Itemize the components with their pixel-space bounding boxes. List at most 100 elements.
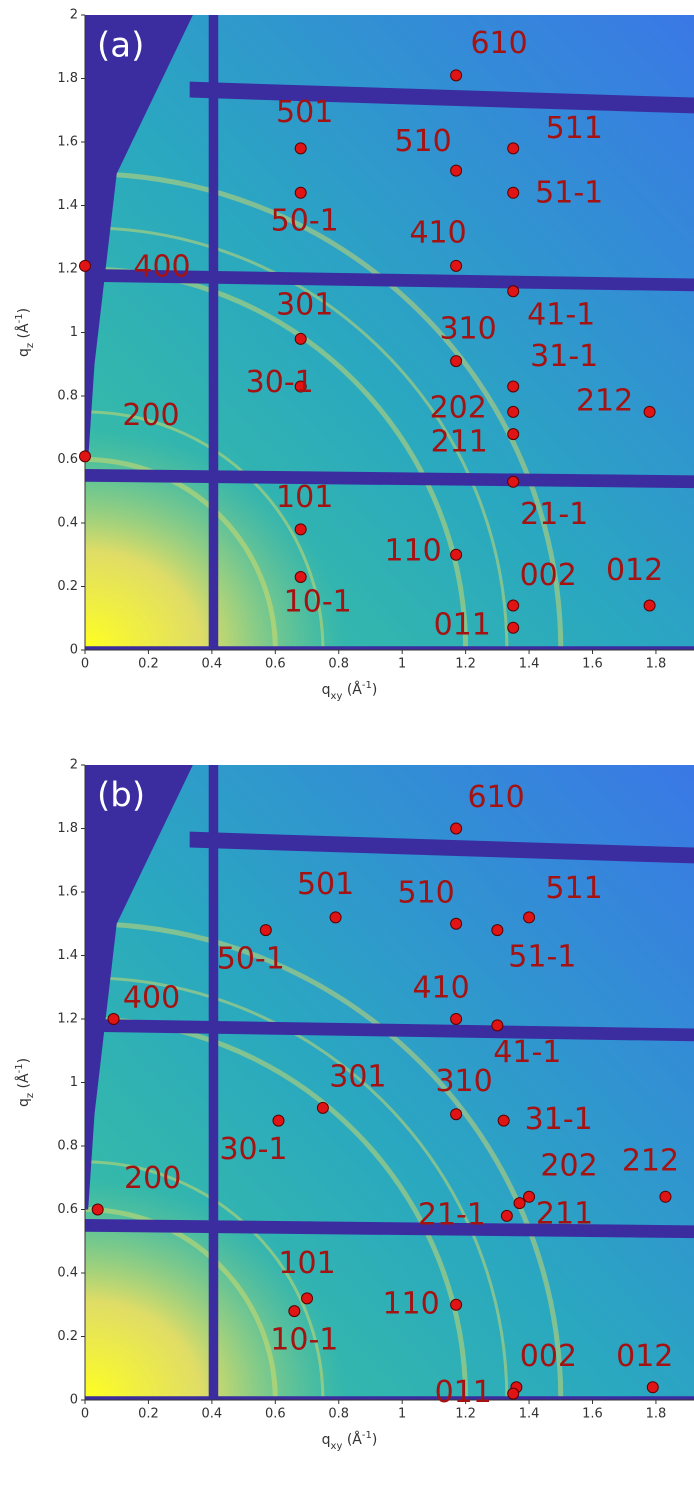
peak-point — [450, 164, 463, 177]
peak-point — [294, 142, 307, 155]
x-tick-label: 1.2 — [455, 657, 476, 672]
diffraction-ring — [85, 457, 278, 650]
peak-point — [491, 1019, 504, 1032]
peak-point — [450, 1013, 463, 1025]
x-tick-label: 0.2 — [138, 1407, 159, 1422]
peak-point — [450, 355, 463, 368]
background — [85, 765, 694, 1400]
peak-label: 410 — [412, 971, 469, 1006]
x-tick-label: 1.6 — [582, 1407, 603, 1422]
y-tick-label: 0.2 — [57, 1329, 78, 1344]
peak-point — [523, 911, 536, 924]
peak-point — [288, 1305, 301, 1318]
detector-gap — [85, 15, 193, 460]
y-tick-label: 1.6 — [57, 885, 78, 900]
peak-label: 50-1 — [271, 203, 339, 238]
y-tick-label: 1.8 — [57, 821, 78, 836]
peak-point — [79, 450, 91, 463]
x-tick-label: 0.6 — [265, 1407, 286, 1422]
y-axis-label: qz (Å-1) — [14, 1058, 36, 1107]
y-tick-label: 0.6 — [57, 1202, 78, 1217]
peak-point — [259, 924, 272, 937]
x-axis-label-part: (Å — [342, 681, 362, 698]
peak-label: 21-1 — [418, 1197, 486, 1232]
detector-gap — [85, 1019, 694, 1042]
peak-label: 31-1 — [530, 339, 598, 374]
y-tick-label: 0.4 — [57, 516, 78, 531]
peak-label: 211 — [536, 1197, 593, 1232]
peak-label: 002 — [520, 1339, 577, 1374]
x-axis-label-part: xy — [331, 1441, 343, 1452]
peak-label: 310 — [435, 1064, 492, 1099]
y-axis-label-part: (Å — [15, 323, 32, 343]
x-axis-label: qxy (Å-1) — [322, 680, 378, 702]
peak-point — [507, 380, 520, 393]
y-tick-label: 2 — [70, 758, 78, 773]
peak-point — [507, 186, 520, 199]
peak-point — [646, 1381, 659, 1394]
peak-label: 50-1 — [217, 942, 285, 977]
x-tick-label: 0 — [81, 657, 89, 672]
peak-label: 012 — [606, 553, 663, 588]
y-tick-label: 1.8 — [57, 71, 78, 86]
peak-point — [491, 924, 504, 937]
peak-point — [450, 259, 463, 272]
peak-label: 41-1 — [527, 298, 595, 333]
y-tick-label: 0.4 — [57, 1266, 78, 1281]
x-axis-label-part: -1 — [362, 680, 372, 691]
peak-label: 51-1 — [508, 940, 576, 975]
diffraction-ring — [85, 171, 564, 650]
peak-label: 501 — [276, 95, 333, 130]
y-tick-label: 1.4 — [57, 198, 78, 213]
x-axis-label-part: (Å — [342, 1431, 362, 1448]
x-axis-label-part: -1 — [362, 1430, 372, 1441]
peak-point — [643, 405, 656, 418]
peak-point — [294, 523, 307, 536]
x-tick-label: 0.4 — [202, 657, 223, 672]
y-tick-label: 1 — [70, 325, 78, 340]
peak-point — [507, 428, 520, 441]
peak-label: 511 — [546, 111, 603, 146]
y-tick-label: 2 — [70, 8, 78, 23]
y-tick-label: 0.2 — [57, 579, 78, 594]
detector-gap — [85, 469, 694, 489]
peak-label: 200 — [122, 398, 179, 433]
x-axis-label-part: q — [322, 682, 331, 698]
peak-point — [107, 1013, 120, 1025]
peak-label: 610 — [467, 780, 524, 815]
detector-gap — [189, 831, 694, 864]
peak-point — [500, 1209, 513, 1222]
detector-gap — [85, 765, 193, 1210]
peak-label: 510 — [397, 875, 454, 910]
peak-point — [507, 1387, 520, 1400]
peak-point — [272, 1114, 285, 1127]
y-tick-label: 1.2 — [57, 262, 78, 277]
y-axis-label-part: -1 — [14, 1063, 25, 1073]
peak-label: 21-1 — [520, 497, 588, 532]
peak-point — [316, 1101, 329, 1114]
x-tick-label: 0.8 — [328, 1407, 349, 1422]
peak-label: 301 — [276, 287, 333, 322]
panel: 0 0.2 0.4 0.6 0.8 1 1.2 1.4 1.6 1.8 0 0.2 0.4 0.6 0.8 1… — [14, 758, 694, 1452]
peak-label: 011 — [435, 1375, 492, 1410]
peak-point — [79, 259, 91, 272]
y-tick-label: 0 — [70, 1393, 78, 1408]
peak-point — [294, 186, 307, 199]
peak-label: 510 — [394, 124, 451, 159]
y-tick-label: 0.8 — [57, 389, 78, 404]
y-axis-label: qz (Å-1) — [14, 308, 36, 357]
y-axis-label-part: z — [25, 343, 36, 348]
x-tick-label: 1.8 — [646, 657, 667, 672]
peak-label: 31-1 — [525, 1102, 593, 1137]
peak-point — [497, 1114, 510, 1127]
peak-label: 30-1 — [246, 365, 314, 400]
peak-label: 211 — [431, 425, 488, 460]
peak-point — [507, 599, 520, 612]
peak-point — [450, 822, 463, 835]
y-tick-label: 1.6 — [57, 135, 78, 150]
peak-label: 610 — [470, 26, 527, 61]
peak-label: 200 — [124, 1161, 181, 1196]
detector-gap — [85, 1219, 694, 1239]
peak-point — [643, 599, 656, 612]
